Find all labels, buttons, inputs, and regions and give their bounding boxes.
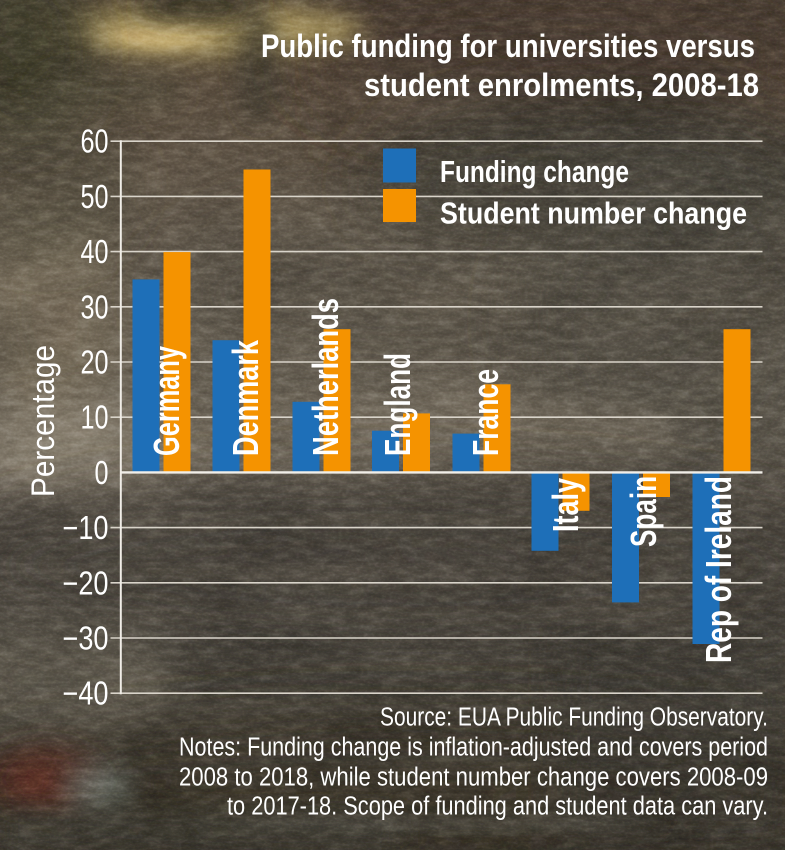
- svg-text:Rep of Ireland: Rep of Ireland: [698, 476, 739, 663]
- svg-text:student enrolments, 2008-18: student enrolments, 2008-18: [364, 67, 759, 103]
- svg-text:Germany: Germany: [146, 346, 187, 456]
- svg-text:Spain: Spain: [623, 476, 664, 547]
- svg-text:Notes: Funding change is infla: Notes: Funding change is inflation-adjus…: [179, 734, 768, 762]
- svg-text:Denmark: Denmark: [225, 339, 266, 456]
- svg-text:Public funding for universitie: Public funding for universities versus: [261, 28, 755, 64]
- svg-text:Student number change: Student number change: [440, 196, 747, 231]
- svg-text:Source: EUA Public Funding Obs: Source: EUA Public Funding Observatory.: [380, 704, 768, 732]
- svg-text:40: 40: [81, 233, 109, 270]
- svg-text:−20: −20: [63, 564, 109, 601]
- svg-text:Funding change: Funding change: [440, 154, 629, 189]
- svg-text:20: 20: [81, 344, 109, 381]
- svg-text:Percentage: Percentage: [25, 345, 61, 497]
- svg-text:England: England: [377, 353, 418, 456]
- svg-text:60: 60: [81, 123, 109, 160]
- svg-text:10: 10: [81, 399, 109, 436]
- svg-text:2008 to 2018, while student nu: 2008 to 2018, while student number chang…: [179, 764, 768, 792]
- svg-text:Netherlands: Netherlands: [305, 298, 346, 456]
- svg-text:0: 0: [95, 454, 109, 491]
- svg-text:−10: −10: [63, 509, 109, 546]
- svg-text:30: 30: [81, 288, 109, 325]
- svg-text:−30: −30: [63, 620, 109, 657]
- svg-text:to 2017-18. Scope of funding a: to 2017-18. Scope of funding and student…: [227, 793, 768, 821]
- svg-text:50: 50: [81, 178, 109, 215]
- svg-text:−40: −40: [63, 675, 109, 712]
- svg-text:France: France: [465, 369, 506, 456]
- svg-text:Italy: Italy: [545, 478, 586, 532]
